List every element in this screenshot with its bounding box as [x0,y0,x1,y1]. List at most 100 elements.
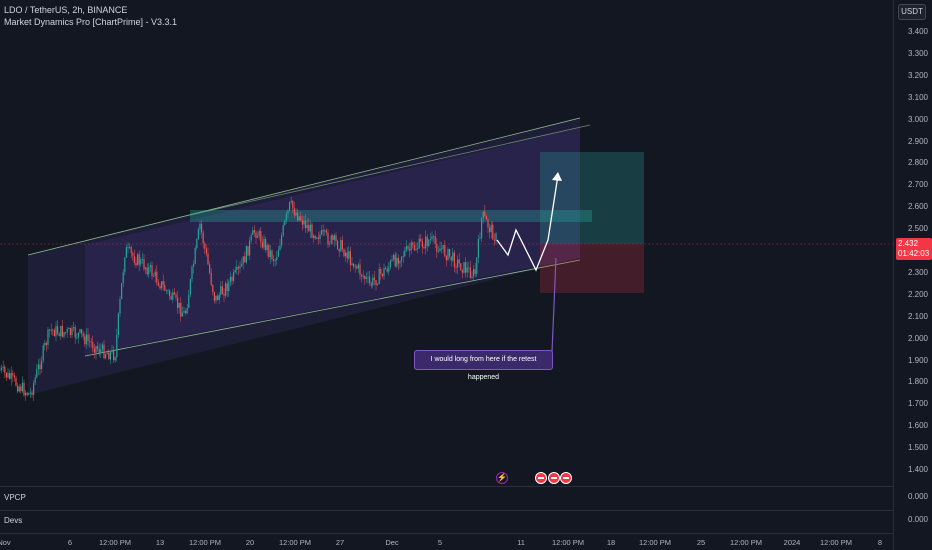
candle-body [308,225,310,232]
candle-body [279,245,281,251]
symbol-title[interactable]: LDO / TetherUS, 2h, BINANCE [4,5,128,15]
candle-body [370,283,372,286]
candle-body [197,229,199,240]
candle-body [429,239,431,241]
candle-body [341,240,343,250]
candle-body [277,250,279,257]
us-flag-event-icon[interactable] [535,472,547,484]
candle-body [428,240,430,246]
price-tick-label: 3.100 [907,92,928,102]
price-tick-label: 3.200 [907,70,928,80]
candle-body [61,325,63,337]
candle-body [189,279,191,295]
currency-selector[interactable]: USDT [898,4,926,20]
price-axis[interactable]: 3.400 3.300 3.200 3.100 3.000 2.900 2.800 2.700… [893,0,932,550]
candle-body [101,344,103,350]
candle-body [309,224,311,232]
pane-vpcp[interactable]: VPCP [0,486,893,510]
candle-body [178,302,180,308]
bar-countdown: 01:42:03 [898,249,930,258]
candle-body [202,232,204,244]
price-tick-label: 3.300 [907,48,928,58]
candle-body [484,211,486,217]
candle-body [12,373,14,376]
candle-body [85,334,87,345]
candle-body [77,332,79,338]
candle-body [325,230,327,233]
candle-body [58,333,60,337]
candle-body [45,342,47,346]
candle-body [351,263,353,265]
lightning-event-icon[interactable]: ⚡ [496,472,508,484]
candle-body [87,334,89,341]
candle-body [450,256,452,261]
candle-body [292,200,294,209]
pane-devs[interactable]: Devs [0,510,893,533]
price-tick-label: 3.400 [907,27,928,36]
time-axis[interactable]: Nov 6 12:00 PM 13 12:00 PM 20 12:00 PM 27 Dec 5 11… [0,533,893,550]
candle-body [5,372,7,378]
chart-area[interactable]: LDO / TetherUS, 2h, BINANCE Market Dynam… [0,0,893,486]
candle-body [449,248,451,257]
time-tick-label: Nov [0,538,11,547]
channel-upper-inner [189,124,591,216]
candle-body [490,224,492,233]
candle-body [481,217,483,238]
candle-body [25,392,27,396]
us-flag-event-icon[interactable] [548,472,560,484]
us-flag-event-icon[interactable] [560,472,572,484]
candle-body [337,240,339,250]
candle-body [290,200,292,202]
candle-body [49,329,51,331]
time-tick-label: 5 [437,538,443,547]
candle-body [191,266,193,280]
candle-body [133,256,135,263]
annotation-callout[interactable]: I would long from here if the retest hap… [414,350,553,381]
candle-body [305,220,307,229]
candle-body [146,267,148,275]
candle-body [137,254,139,266]
candle-body [185,311,187,314]
candle-body [298,216,300,221]
candle-body [383,268,385,277]
time-tick-label: 12:00 PM [819,538,853,547]
candle-body [213,292,215,301]
candle-body [489,227,491,233]
candle-body [250,234,252,241]
candle-body [186,308,188,314]
candle-body [109,351,111,360]
price-tick-label: 2.000 [907,333,928,343]
candle-body [258,231,260,237]
candle-body [431,236,433,240]
candle-body [493,239,495,241]
candle-body [476,257,478,274]
candle-body [361,274,363,277]
candle-body [44,342,46,346]
candle-body [338,249,340,252]
candle-body [55,326,57,337]
candle-body [90,341,92,343]
candle-body [57,326,59,334]
candle-body [71,328,73,336]
candle-body [0,369,1,371]
indicator-title[interactable]: Market Dynamics Pro [ChartPrime] - V3.3.… [4,17,178,27]
candle-body [84,336,86,345]
candle-body [314,235,316,239]
price-tick-label: 2.500 [907,224,928,234]
candle-body [313,235,315,238]
price-tick-label: 1.400 [907,465,928,474]
candle-body [97,346,99,349]
price-chart[interactable] [0,0,893,486]
candle-body [223,293,225,296]
candle-body [103,344,105,359]
chart-legend: LDO / TetherUS, 2h, BINANCE Market Dynam… [4,4,177,28]
time-tick-label: 12:00 PM [98,538,132,547]
candle-body [143,259,145,270]
candle-body [444,245,446,257]
time-tick-label: 2024 [783,538,801,547]
candle-body [407,246,409,249]
candle-body [42,345,44,361]
candle-body [365,277,367,279]
time-tick-label: Dec [385,538,399,547]
current-price-value: 2.432 [898,239,919,248]
